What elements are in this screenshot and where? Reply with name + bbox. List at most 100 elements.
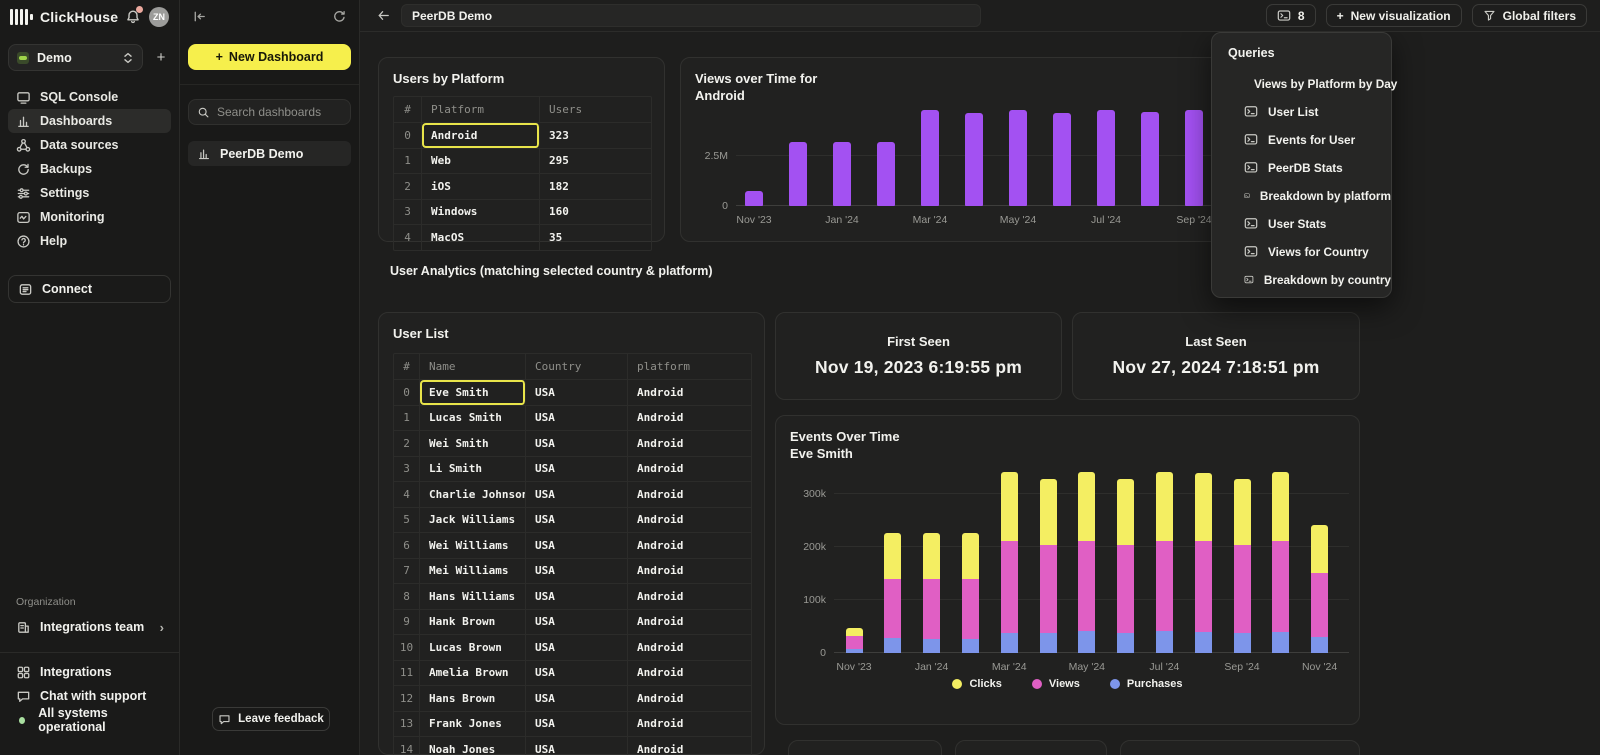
back-arrow-icon[interactable] (376, 8, 391, 23)
table-cell[interactable]: MacOS (422, 225, 540, 250)
dashboard-list-item[interactable]: PeerDB Demo (188, 141, 351, 166)
legend-item-views[interactable]: Views (1031, 678, 1080, 690)
query-item-peerdb-stats[interactable]: PeerDB Stats (1212, 154, 1391, 182)
table-cell[interactable]: Android (637, 538, 684, 552)
table-cell[interactable]: 160 (549, 205, 569, 219)
table-cell[interactable]: 35 (549, 230, 563, 244)
dashboard-title-input[interactable] (401, 4, 981, 27)
table-cell[interactable]: Android (637, 717, 684, 731)
table-cell[interactable]: Android (637, 411, 684, 425)
table-cell[interactable]: Hank Brown (420, 609, 526, 634)
query-label: PeerDB Stats (1268, 161, 1343, 175)
table-cell[interactable]: USA (526, 380, 628, 405)
table-cell[interactable]: 323 (549, 128, 569, 142)
sidebar-footer-all-systems-operational[interactable]: All systems operational (8, 706, 172, 734)
sidebar-item-help[interactable]: Help (8, 229, 171, 253)
query-label: Events for User (1268, 133, 1356, 147)
table-cell[interactable]: Android (637, 462, 684, 476)
table-cell[interactable]: USA (526, 635, 628, 660)
table-cell[interactable]: Android (637, 742, 684, 755)
table-cell[interactable]: iOS (422, 174, 540, 199)
query-item-views-for-country[interactable]: Views for Country (1212, 238, 1391, 266)
leave-feedback-button[interactable]: Leave feedback (212, 707, 330, 731)
table-cell[interactable]: Windows (422, 199, 540, 224)
last-seen-panel: Last Seen Nov 27, 2024 7:18:51 pm (1072, 312, 1360, 400)
table-cell[interactable]: USA (526, 507, 628, 532)
query-item-views-by-platform-by-day[interactable]: Views by Platform by Day (1212, 70, 1397, 98)
sidebar-item-connect[interactable]: Connect (8, 275, 171, 303)
table-cell[interactable]: Eve Smith (420, 380, 526, 405)
table-cell[interactable]: Frank Jones (420, 711, 526, 736)
workspace-select[interactable]: Demo (8, 44, 143, 71)
sidebar-item-backups[interactable]: Backups (8, 157, 171, 181)
table-cell[interactable]: Android (637, 666, 684, 680)
table-cell[interactable]: Wei Smith (420, 431, 526, 456)
table-cell[interactable]: Hans Williams (420, 584, 526, 609)
sidebar-item-dashboards[interactable]: Dashboards (8, 109, 171, 133)
legend-item-clicks[interactable]: Clicks (952, 678, 1002, 690)
query-item-user-list[interactable]: User List (1212, 98, 1391, 126)
table-cell[interactable]: 182 (549, 179, 569, 193)
avatar[interactable]: ZN (149, 7, 169, 27)
table-cell[interactable]: USA (526, 533, 628, 558)
table-cell[interactable]: Android (637, 513, 684, 527)
table-cell[interactable]: Android (637, 487, 684, 501)
queries-count-button[interactable]: 8 (1265, 4, 1316, 27)
table-cell[interactable]: Hans Brown (420, 686, 526, 711)
table-cell[interactable]: Android (637, 589, 684, 603)
query-item-breakdown-by-country[interactable]: Breakdown by country (1212, 266, 1391, 294)
table-cell[interactable]: Amelia Brown (420, 660, 526, 685)
sidebar-footer-integrations[interactable]: Integrations (8, 660, 172, 684)
new-dashboard-button[interactable]: + New Dashboard (188, 44, 351, 70)
table-cell[interactable]: Mei Williams (420, 558, 526, 583)
help-icon (17, 234, 30, 248)
table-cell[interactable]: USA (526, 660, 628, 685)
table-cell[interactable]: Lucas Brown (420, 635, 526, 660)
sidebar-item-sql-console[interactable]: SQL Console (8, 85, 171, 109)
chart-bar (923, 533, 941, 653)
table-cell[interactable]: USA (526, 456, 628, 481)
global-filters-button[interactable]: Global filters (1471, 4, 1587, 27)
table-cell[interactable]: USA (526, 558, 628, 583)
table-cell[interactable]: USA (526, 737, 628, 755)
collapse-panel-icon[interactable] (192, 9, 207, 24)
table-cell[interactable]: Android (637, 691, 684, 705)
notifications-bell-icon[interactable] (125, 6, 143, 25)
table-cell[interactable]: USA (526, 686, 628, 711)
table-cell[interactable]: Li Smith (420, 456, 526, 481)
table-row: 8 Hans Williams USA Android (394, 584, 751, 610)
table-cell[interactable]: Android (637, 385, 684, 399)
table-cell[interactable]: Android (637, 615, 684, 629)
table-cell[interactable]: Android (637, 436, 684, 450)
table-cell[interactable]: 295 (549, 154, 569, 168)
table-cell[interactable]: Web (422, 148, 540, 173)
table-cell[interactable]: USA (526, 405, 628, 430)
table-cell[interactable]: USA (526, 711, 628, 736)
table-cell[interactable]: Android (637, 564, 684, 578)
table-cell[interactable]: Android (637, 640, 684, 654)
table-cell[interactable]: Lucas Smith (420, 405, 526, 430)
new-visualization-button[interactable]: + New visualization (1325, 4, 1462, 27)
query-item-breakdown-by-platform[interactable]: Breakdown by platform (1212, 182, 1391, 210)
sidebar-item-integrations-team[interactable]: Integrations team › (8, 614, 172, 640)
sidebar-item-monitoring[interactable]: Monitoring (8, 205, 171, 229)
query-item-user-stats[interactable]: User Stats (1212, 210, 1391, 238)
add-workspace-button[interactable]: + (156, 49, 166, 66)
table-cell[interactable]: USA (526, 584, 628, 609)
sidebar-footer-chat-with-support[interactable]: Chat with support (8, 684, 172, 708)
table-cell[interactable]: Android (422, 123, 540, 148)
sidebar-item-settings[interactable]: Settings (8, 181, 171, 205)
table-cell[interactable]: Wei Williams (420, 533, 526, 558)
search-dashboards-input[interactable] (217, 105, 342, 119)
table-cell[interactable]: USA (526, 482, 628, 507)
refresh-icon[interactable] (332, 9, 347, 24)
table-cell[interactable]: Noah Jones (420, 737, 526, 755)
query-item-events-for-user[interactable]: Events for User (1212, 126, 1391, 154)
sidebar-item-data-sources[interactable]: Data sources (8, 133, 171, 157)
search-dashboards-box[interactable] (188, 99, 351, 125)
table-cell[interactable]: Charlie Johnson (420, 482, 526, 507)
table-cell[interactable]: USA (526, 431, 628, 456)
legend-item-purchases[interactable]: Purchases (1109, 678, 1183, 690)
table-cell[interactable]: USA (526, 609, 628, 634)
table-cell[interactable]: Jack Williams (420, 507, 526, 532)
